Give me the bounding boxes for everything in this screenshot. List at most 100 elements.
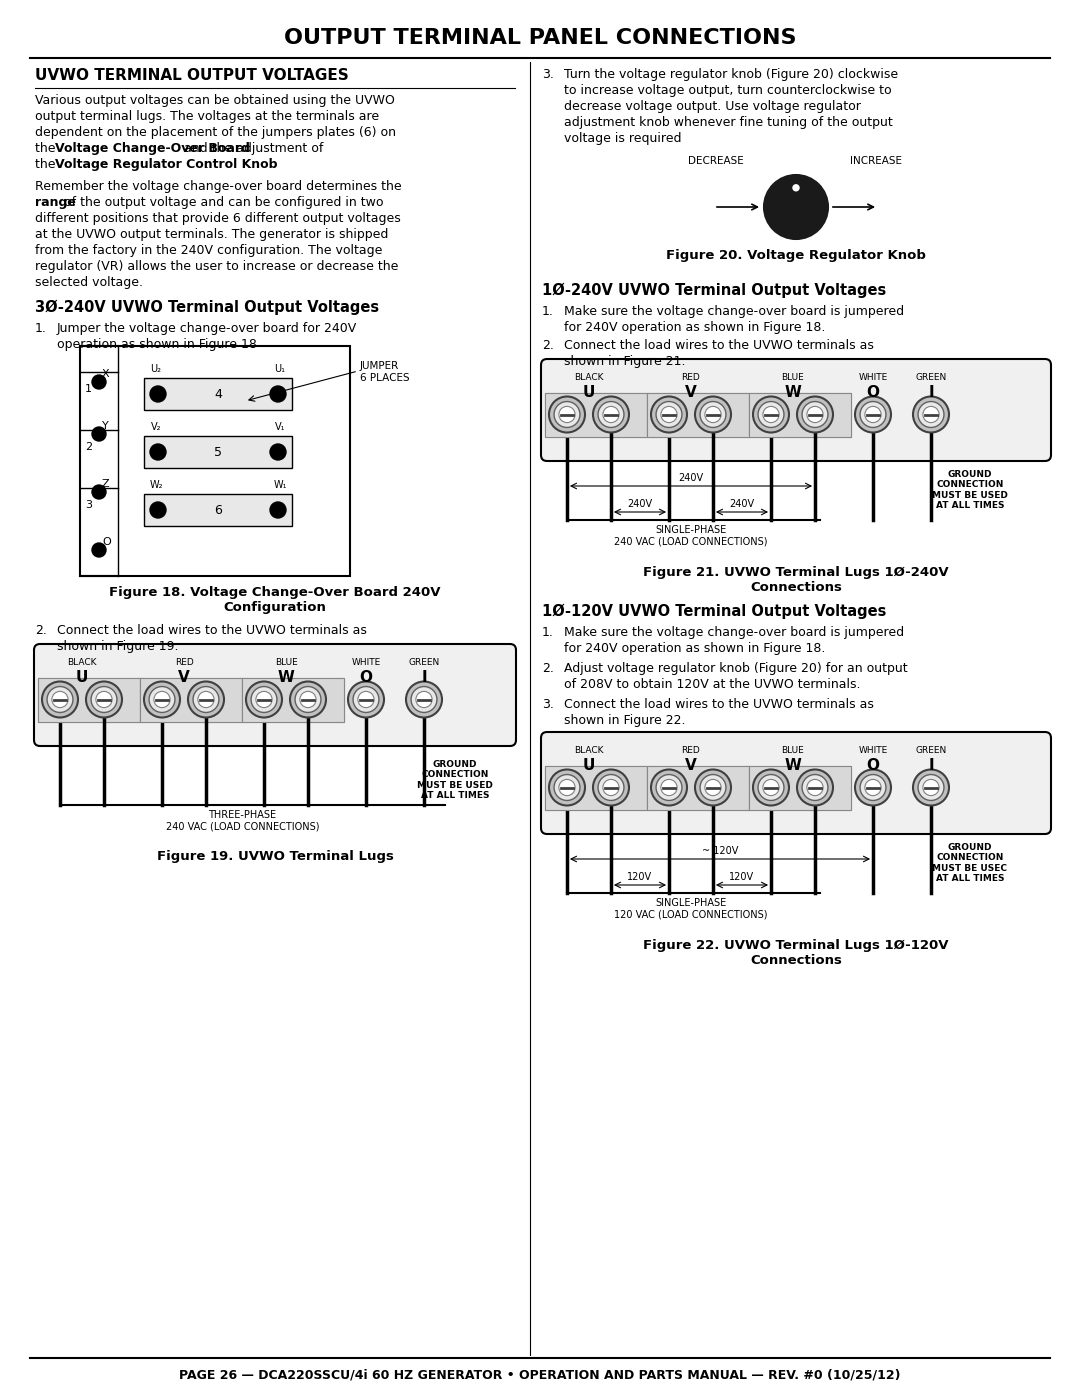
- Text: and the adjustment of: and the adjustment of: [180, 142, 323, 155]
- Text: Turn the voltage regulator knob (Figure 20) clockwise: Turn the voltage regulator knob (Figure …: [564, 68, 899, 81]
- Bar: [647, 393, 750, 436]
- Circle shape: [923, 407, 940, 423]
- Circle shape: [913, 397, 949, 433]
- Circle shape: [753, 397, 789, 433]
- Circle shape: [855, 770, 891, 806]
- Bar: [647, 766, 750, 809]
- Text: 1: 1: [85, 384, 92, 394]
- Text: Jumper the voltage change-over board for 240V: Jumper the voltage change-over board for…: [57, 321, 357, 335]
- Text: Figure 19. UVWO Terminal Lugs: Figure 19. UVWO Terminal Lugs: [157, 849, 393, 863]
- Text: OUTPUT TERMINAL PANEL CONNECTIONS: OUTPUT TERMINAL PANEL CONNECTIONS: [284, 28, 796, 47]
- Text: O: O: [866, 386, 879, 400]
- Circle shape: [96, 692, 112, 708]
- Text: U: U: [583, 386, 595, 400]
- Text: output terminal lugs. The voltages at the terminals are: output terminal lugs. The voltages at th…: [35, 110, 379, 123]
- Circle shape: [92, 485, 106, 499]
- Text: W: W: [784, 386, 801, 400]
- Circle shape: [603, 780, 619, 796]
- Text: Voltage Regulator Control Knob: Voltage Regulator Control Knob: [55, 158, 278, 170]
- Text: DECREASE: DECREASE: [688, 156, 744, 166]
- Text: of the output voltage and can be configured in two: of the output voltage and can be configu…: [60, 196, 383, 210]
- Bar: [242, 678, 345, 721]
- Text: shown in Figure 21.: shown in Figure 21.: [564, 355, 686, 367]
- Bar: [38, 678, 140, 721]
- Text: 1.: 1.: [35, 321, 46, 335]
- Text: 240V: 240V: [678, 474, 703, 483]
- Text: BLACK: BLACK: [575, 746, 604, 754]
- Text: the: the: [35, 158, 59, 170]
- Text: 1.: 1.: [542, 626, 554, 638]
- Text: for 240V operation as shown in Figure 18.: for 240V operation as shown in Figure 18…: [564, 321, 825, 334]
- Text: V₁: V₁: [274, 422, 285, 432]
- Text: 3: 3: [85, 500, 92, 510]
- Text: I: I: [928, 386, 934, 400]
- Text: UVWO TERMINAL OUTPUT VOLTAGES: UVWO TERMINAL OUTPUT VOLTAGES: [35, 68, 349, 82]
- Text: Various output voltages can be obtained using the UVWO: Various output voltages can be obtained …: [35, 94, 395, 108]
- Bar: [80, 346, 350, 576]
- Circle shape: [918, 401, 944, 427]
- Circle shape: [150, 444, 166, 460]
- Text: 2.: 2.: [542, 339, 554, 352]
- Circle shape: [149, 686, 175, 712]
- Text: U: U: [583, 759, 595, 773]
- Text: Z: Z: [102, 479, 110, 489]
- Text: 4: 4: [214, 387, 221, 401]
- Text: BLUE: BLUE: [782, 746, 805, 754]
- Text: .: .: [205, 158, 210, 170]
- Text: Figure 18. Voltage Change-Over Board 240V
Configuration: Figure 18. Voltage Change-Over Board 240…: [109, 585, 441, 615]
- Bar: [140, 678, 242, 721]
- Text: at the UVWO output terminals. The generator is shipped: at the UVWO output terminals. The genera…: [35, 228, 389, 242]
- Circle shape: [700, 774, 726, 800]
- Circle shape: [295, 686, 321, 712]
- Circle shape: [603, 407, 619, 423]
- Circle shape: [762, 407, 779, 423]
- Circle shape: [753, 770, 789, 806]
- Text: W₂: W₂: [149, 481, 163, 490]
- Circle shape: [86, 682, 122, 718]
- Circle shape: [593, 770, 629, 806]
- Bar: [647, 393, 750, 436]
- Circle shape: [549, 397, 585, 433]
- Bar: [144, 436, 292, 468]
- Text: Y: Y: [102, 420, 109, 432]
- Circle shape: [554, 401, 580, 427]
- Text: Voltage Change-Over Board: Voltage Change-Over Board: [55, 142, 249, 155]
- Text: RED: RED: [681, 373, 700, 381]
- Text: U₁: U₁: [274, 365, 285, 374]
- Circle shape: [154, 692, 171, 708]
- Text: Make sure the voltage change-over board is jumpered: Make sure the voltage change-over board …: [564, 626, 904, 638]
- Text: from the factory in the 240V configuration. The voltage: from the factory in the 240V configurati…: [35, 244, 382, 257]
- FancyBboxPatch shape: [541, 732, 1051, 834]
- Text: voltage is required: voltage is required: [564, 131, 681, 145]
- Text: the: the: [35, 142, 59, 155]
- Circle shape: [661, 780, 677, 796]
- Text: RED: RED: [175, 658, 193, 666]
- Text: Figure 21. UVWO Terminal Lugs 1Ø-240V
Connections: Figure 21. UVWO Terminal Lugs 1Ø-240V Co…: [644, 566, 949, 594]
- Circle shape: [758, 401, 784, 427]
- Circle shape: [270, 502, 286, 518]
- Circle shape: [764, 175, 828, 239]
- Circle shape: [92, 427, 106, 441]
- Circle shape: [651, 770, 687, 806]
- Text: 1Ø-120V UVWO Terminal Output Voltages: 1Ø-120V UVWO Terminal Output Voltages: [542, 604, 887, 619]
- Text: 3Ø-240V UVWO Terminal Output Voltages: 3Ø-240V UVWO Terminal Output Voltages: [35, 300, 379, 316]
- Circle shape: [91, 686, 117, 712]
- Text: GREEN: GREEN: [408, 658, 440, 666]
- Circle shape: [860, 401, 886, 427]
- Circle shape: [865, 780, 881, 796]
- Text: PAGE 26 — DCA220SSCU/4i 60 HZ GENERATOR • OPERATION AND PARTS MANUAL — REV. #0 (: PAGE 26 — DCA220SSCU/4i 60 HZ GENERATOR …: [179, 1368, 901, 1382]
- Circle shape: [918, 774, 944, 800]
- Text: operation as shown in Figure 18: operation as shown in Figure 18: [57, 338, 257, 351]
- Circle shape: [696, 770, 731, 806]
- Circle shape: [270, 386, 286, 402]
- Text: Make sure the voltage change-over board is jumpered: Make sure the voltage change-over board …: [564, 305, 904, 319]
- Circle shape: [300, 692, 316, 708]
- Text: BLUE: BLUE: [782, 373, 805, 381]
- Text: 240V: 240V: [627, 499, 652, 509]
- Circle shape: [797, 397, 833, 433]
- Bar: [750, 393, 851, 436]
- Circle shape: [150, 386, 166, 402]
- Text: adjustment knob whenever fine tuning of the output: adjustment knob whenever fine tuning of …: [564, 116, 893, 129]
- Text: RED: RED: [681, 746, 700, 754]
- Circle shape: [865, 407, 881, 423]
